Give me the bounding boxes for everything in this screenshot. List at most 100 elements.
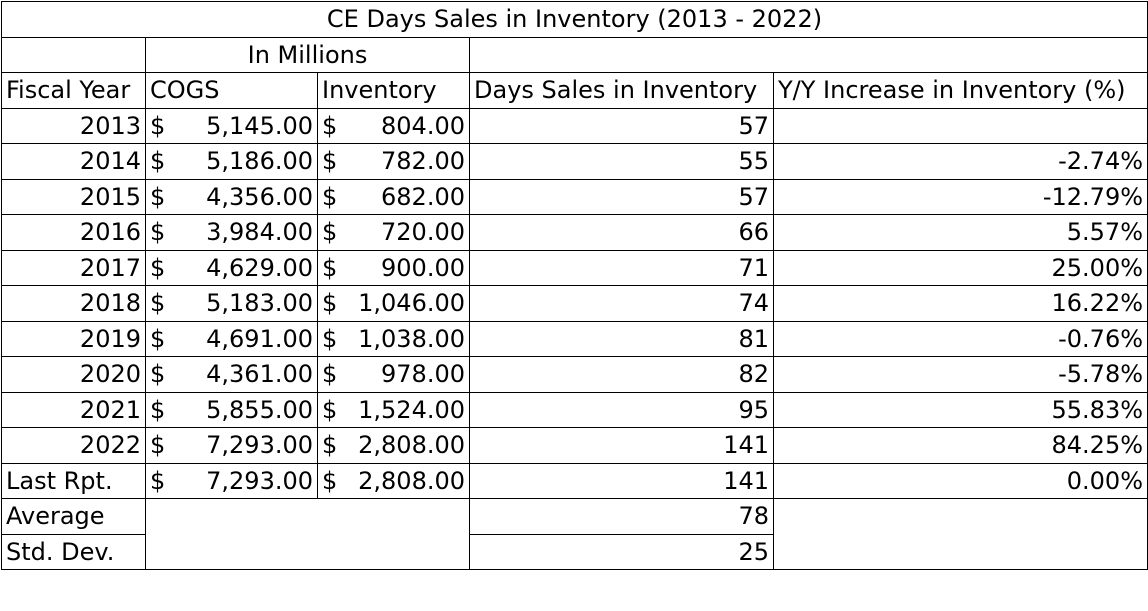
cogs-cell: $ 5,183.00 bbox=[145, 285, 318, 322]
inventory-cell: $ 1,524.00 bbox=[317, 391, 470, 428]
cogs-cell-value: 5,855.00 bbox=[206, 395, 313, 424]
dsi-table: CE Days Sales in Inventory (2013 - 2022)… bbox=[0, 1, 1148, 570]
cogs-cell: $ 7,293.00 bbox=[145, 462, 318, 499]
summary-label: Average bbox=[1, 498, 146, 535]
cogs-cell: $ 4,361.00 bbox=[145, 356, 318, 393]
table-row: 2019 $ 4,691.00 $ 1,038.00 81 -0.76% bbox=[1, 320, 1148, 357]
currency-symbol: $ bbox=[322, 431, 338, 460]
dsi-cell: 55 bbox=[469, 143, 774, 180]
title-row: CE Days Sales in Inventory (2013 - 2022) bbox=[0, 1, 1148, 38]
yoy-cell: -2.74% bbox=[772, 143, 1148, 180]
currency-symbol: $ bbox=[150, 182, 166, 211]
cogs-cell: $ 5,145.00 bbox=[145, 107, 318, 144]
currency-symbol: $ bbox=[322, 395, 338, 424]
cogs-cell-value: 4,629.00 bbox=[206, 253, 313, 282]
table-row: 2015 $ 4,356.00 $ 682.00 57 -12.79% bbox=[1, 178, 1148, 215]
currency-symbol: $ bbox=[150, 289, 166, 318]
currency-symbol: $ bbox=[322, 111, 338, 140]
units-row: In Millions bbox=[1, 36, 1148, 73]
yoy-cell: 55.83% bbox=[772, 391, 1148, 428]
blank-cell bbox=[145, 534, 470, 570]
currency-symbol: $ bbox=[322, 466, 338, 495]
table-row: 2022 $ 7,293.00 $ 2,808.00 141 84.25% bbox=[1, 427, 1148, 464]
currency-symbol: $ bbox=[150, 111, 166, 140]
summary-label: Std. Dev. bbox=[1, 533, 146, 570]
inventory-cell-value: 720.00 bbox=[381, 218, 465, 247]
fiscal-year-cell: 2020 bbox=[1, 356, 146, 393]
yoy-cell bbox=[772, 107, 1148, 144]
cogs-cell: $ 4,629.00 bbox=[145, 249, 318, 286]
currency-symbol: $ bbox=[322, 253, 338, 282]
table-row: 2018 $ 5,183.00 $ 1,046.00 74 16.22% bbox=[1, 285, 1148, 322]
fiscal-year-cell: 2019 bbox=[1, 320, 146, 357]
currency-symbol: $ bbox=[150, 395, 166, 424]
fiscal-year-cell: 2015 bbox=[1, 178, 146, 215]
inventory-cell-value: 682.00 bbox=[381, 182, 465, 211]
cogs-cell: $ 5,186.00 bbox=[145, 143, 318, 180]
cogs-cell: $ 4,691.00 bbox=[145, 320, 318, 357]
yoy-cell: -5.78% bbox=[772, 356, 1148, 393]
yoy-cell: -12.79% bbox=[772, 178, 1148, 215]
cogs-cell-value: 7,293.00 bbox=[206, 466, 313, 495]
dsi-cell: 141 bbox=[469, 427, 774, 464]
summary-row: Std. Dev. 25 bbox=[1, 533, 1148, 570]
yoy-cell: 5.57% bbox=[772, 214, 1148, 251]
summary-dsi: 78 bbox=[469, 498, 774, 535]
units-label: In Millions bbox=[145, 36, 470, 73]
inventory-cell: $ 2,808.00 bbox=[317, 427, 470, 464]
inventory-cell: $ 900.00 bbox=[317, 249, 470, 286]
cogs-cell-value: 5,145.00 bbox=[206, 111, 313, 140]
blank-cell bbox=[1, 36, 146, 73]
dsi-cell: 66 bbox=[469, 214, 774, 251]
table-row: Last Rpt. $ 7,293.00 $ 2,808.00 141 0.00% bbox=[1, 462, 1148, 499]
dsi-cell: 82 bbox=[469, 356, 774, 393]
cogs-cell-value: 4,361.00 bbox=[206, 360, 313, 389]
fiscal-year-cell: 2021 bbox=[1, 391, 146, 428]
table-row: 2013 $ 5,145.00 $ 804.00 57 bbox=[1, 107, 1148, 144]
yoy-cell: 16.22% bbox=[772, 285, 1148, 322]
table-row: 2021 $ 5,855.00 $ 1,524.00 95 55.83% bbox=[1, 391, 1148, 428]
table-row: 2020 $ 4,361.00 $ 978.00 82 -5.78% bbox=[1, 356, 1148, 393]
blank-cell bbox=[772, 534, 1148, 570]
dsi-cell: 57 bbox=[469, 107, 774, 144]
yoy-cell: 25.00% bbox=[772, 249, 1148, 286]
currency-symbol: $ bbox=[322, 182, 338, 211]
cogs-cell-value: 4,356.00 bbox=[206, 182, 313, 211]
currency-symbol: $ bbox=[322, 289, 338, 318]
currency-symbol: $ bbox=[150, 360, 166, 389]
cogs-cell: $ 4,356.00 bbox=[145, 178, 318, 215]
currency-symbol: $ bbox=[322, 324, 338, 353]
inventory-cell-value: 900.00 bbox=[381, 253, 465, 282]
cogs-cell-value: 4,691.00 bbox=[206, 324, 313, 353]
inventory-cell-value: 2,808.00 bbox=[358, 466, 465, 495]
inventory-cell: $ 782.00 bbox=[317, 143, 470, 180]
inventory-cell: $ 682.00 bbox=[317, 178, 470, 215]
inventory-cell: $ 804.00 bbox=[317, 107, 470, 144]
yoy-cell: 0.00% bbox=[772, 462, 1148, 499]
cogs-cell-value: 5,183.00 bbox=[206, 289, 313, 318]
header-fiscal-year: Fiscal Year bbox=[1, 72, 146, 109]
dsi-cell: 57 bbox=[469, 178, 774, 215]
fiscal-year-cell: 2014 bbox=[1, 143, 146, 180]
blank-cell bbox=[145, 498, 470, 534]
table-title: CE Days Sales in Inventory (2013 - 2022) bbox=[0, 1, 1148, 38]
inventory-cell-value: 1,038.00 bbox=[358, 324, 465, 353]
dsi-cell: 71 bbox=[469, 249, 774, 286]
blank-cell bbox=[772, 498, 1148, 534]
header-cogs: COGS bbox=[145, 72, 318, 109]
header-row: Fiscal Year COGS Inventory Days Sales in… bbox=[1, 72, 1148, 109]
currency-symbol: $ bbox=[150, 218, 166, 247]
inventory-cell: $ 1,046.00 bbox=[317, 285, 470, 322]
inventory-cell: $ 2,808.00 bbox=[317, 462, 470, 499]
inventory-cell-value: 804.00 bbox=[381, 111, 465, 140]
cogs-cell-value: 5,186.00 bbox=[206, 147, 313, 176]
table-row: 2014 $ 5,186.00 $ 782.00 55 -2.74% bbox=[1, 143, 1148, 180]
currency-symbol: $ bbox=[322, 360, 338, 389]
yoy-cell: -0.76% bbox=[772, 320, 1148, 357]
fiscal-year-cell: 2017 bbox=[1, 249, 146, 286]
table-row: 2016 $ 3,984.00 $ 720.00 66 5.57% bbox=[1, 214, 1148, 251]
inventory-cell-value: 1,046.00 bbox=[358, 289, 465, 318]
summary-dsi: 25 bbox=[469, 533, 774, 570]
fiscal-year-cell: Last Rpt. bbox=[1, 462, 146, 499]
inventory-cell: $ 1,038.00 bbox=[317, 320, 470, 357]
